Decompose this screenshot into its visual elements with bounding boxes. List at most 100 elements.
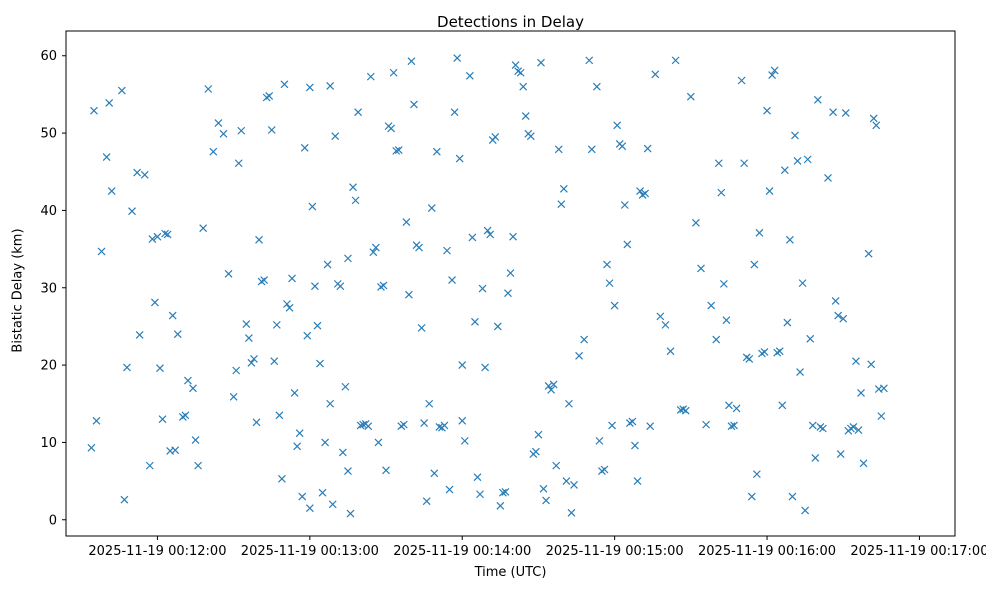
scatter-marker bbox=[730, 421, 738, 430]
scatter-marker bbox=[252, 418, 261, 427]
scatter-marker bbox=[280, 80, 289, 89]
scatter-marker bbox=[608, 421, 617, 430]
scatter-marker bbox=[864, 249, 873, 258]
scatter-marker bbox=[366, 72, 375, 81]
scatter-marker bbox=[567, 508, 576, 517]
scatter-marker bbox=[852, 357, 860, 366]
scatter-marker bbox=[869, 114, 878, 123]
scatter-marker bbox=[432, 147, 441, 156]
scatter-marker bbox=[133, 168, 142, 177]
scatter-marker bbox=[399, 420, 408, 429]
scatter-marker bbox=[371, 243, 380, 252]
scatter-marker bbox=[854, 426, 863, 434]
scatter-marker bbox=[425, 399, 434, 408]
scatter-marker bbox=[549, 380, 558, 389]
x-tick-label: 2025-11-19 00:16:00 bbox=[698, 544, 836, 559]
scatter-marker bbox=[209, 147, 218, 156]
scatter-marker bbox=[349, 183, 357, 192]
scatter-marker bbox=[105, 98, 114, 107]
scatter-marker bbox=[486, 230, 495, 239]
scatter-marker bbox=[623, 240, 632, 249]
scatter-marker bbox=[107, 187, 116, 196]
scatter-marker bbox=[478, 284, 487, 293]
scatter-marker bbox=[801, 506, 810, 515]
scatter-marker bbox=[839, 314, 848, 323]
scatter-marker bbox=[224, 269, 233, 278]
scatter-marker bbox=[346, 509, 355, 518]
scatter-marker bbox=[780, 166, 789, 175]
scatter-marker bbox=[481, 363, 490, 372]
scatter-marker bbox=[732, 404, 741, 413]
scatter-marker bbox=[290, 389, 299, 397]
scatter-marker bbox=[158, 415, 167, 424]
y-tick-label: 60 bbox=[40, 49, 57, 64]
scatter-marker bbox=[600, 465, 609, 474]
scatter-marker bbox=[681, 406, 690, 415]
scatter-marker bbox=[265, 92, 274, 100]
y-tick-label: 10 bbox=[40, 436, 57, 451]
scatter-marker bbox=[750, 260, 759, 269]
scatter-marker bbox=[686, 92, 695, 101]
scatter-marker bbox=[755, 228, 764, 237]
scatter-marker bbox=[97, 247, 106, 256]
scatter-marker bbox=[554, 145, 563, 154]
scatter-marker bbox=[702, 420, 711, 429]
scatter-marker bbox=[364, 422, 373, 431]
scatter-marker bbox=[354, 108, 363, 117]
scatter-marker bbox=[562, 477, 571, 486]
scatter-marker bbox=[727, 422, 736, 431]
scatter-marker bbox=[219, 129, 228, 138]
scatter-marker bbox=[204, 85, 213, 93]
scatter-marker bbox=[402, 218, 411, 226]
scatter-marker bbox=[544, 382, 553, 390]
scatter-marker bbox=[763, 106, 771, 115]
scatter-marker bbox=[181, 411, 190, 420]
scatter-marker bbox=[427, 204, 436, 213]
scatter-marker bbox=[770, 66, 779, 75]
scatter-marker bbox=[156, 364, 164, 373]
scatter-marker bbox=[351, 196, 360, 205]
scatter-marker bbox=[836, 450, 845, 458]
scatter-marker bbox=[526, 132, 535, 141]
scatter-marker bbox=[752, 470, 761, 479]
scatter-marker bbox=[153, 232, 162, 241]
scatter-marker bbox=[321, 438, 330, 447]
scatter-marker bbox=[661, 320, 670, 329]
scatter-marker bbox=[783, 318, 792, 327]
x-tick-label: 2025-11-19 00:12:00 bbox=[88, 544, 226, 559]
scatter-marker bbox=[765, 187, 774, 196]
scatter-marker bbox=[214, 119, 223, 127]
scatter-marker bbox=[120, 495, 129, 504]
scatter-marker bbox=[760, 348, 769, 356]
scatter-marker bbox=[818, 424, 827, 433]
scatter-marker bbox=[338, 448, 347, 457]
scatter-marker bbox=[234, 159, 243, 168]
x-tick-label: 2025-11-19 00:13:00 bbox=[241, 544, 379, 559]
scatter-marker bbox=[473, 473, 482, 482]
scatter-marker bbox=[359, 420, 368, 429]
scatter-marker bbox=[316, 359, 324, 368]
scatter-marker bbox=[331, 132, 340, 141]
scatter-marker bbox=[267, 126, 276, 134]
scatter-marker bbox=[255, 235, 263, 244]
scatter-marker bbox=[232, 366, 241, 375]
scatter-marker bbox=[379, 281, 388, 290]
scatter-marker bbox=[458, 361, 467, 370]
scatter-marker bbox=[92, 416, 101, 425]
scatter-marker bbox=[867, 360, 876, 369]
scatter-marker bbox=[173, 330, 182, 339]
scatter-marker bbox=[671, 56, 680, 65]
scatter-marker bbox=[308, 202, 317, 211]
scatter-marker bbox=[785, 235, 794, 244]
scatter-marker bbox=[163, 230, 172, 239]
scatter-marker bbox=[504, 289, 512, 298]
scatter-marker bbox=[592, 82, 601, 91]
scatter-marker bbox=[811, 453, 820, 462]
scatter-marker bbox=[303, 331, 312, 340]
scatter-marker bbox=[872, 121, 881, 130]
y-tick-label: 0 bbox=[49, 513, 57, 528]
chart-title: Detections in Delay bbox=[437, 13, 584, 31]
scatter-marker bbox=[328, 500, 337, 509]
scatter-marker bbox=[422, 497, 431, 506]
